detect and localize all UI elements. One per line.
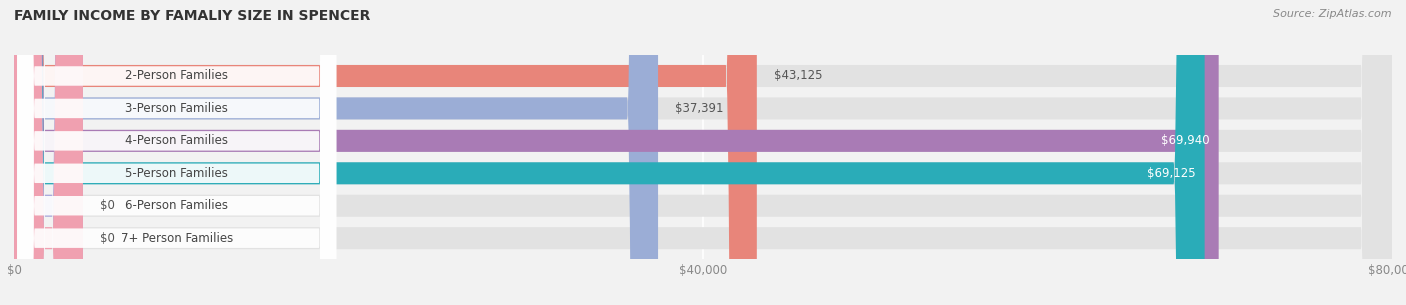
FancyBboxPatch shape xyxy=(14,0,1392,305)
FancyBboxPatch shape xyxy=(14,0,83,305)
Text: 6-Person Families: 6-Person Families xyxy=(125,199,228,212)
Text: 4-Person Families: 4-Person Families xyxy=(125,135,228,147)
FancyBboxPatch shape xyxy=(17,0,336,305)
Text: 5-Person Families: 5-Person Families xyxy=(125,167,228,180)
FancyBboxPatch shape xyxy=(14,0,756,305)
FancyBboxPatch shape xyxy=(14,0,1219,305)
Text: 3-Person Families: 3-Person Families xyxy=(125,102,228,115)
FancyBboxPatch shape xyxy=(14,0,83,305)
FancyBboxPatch shape xyxy=(14,0,1392,305)
FancyBboxPatch shape xyxy=(17,0,336,305)
FancyBboxPatch shape xyxy=(17,0,336,305)
Text: $69,940: $69,940 xyxy=(1161,135,1211,147)
FancyBboxPatch shape xyxy=(14,0,1392,305)
FancyBboxPatch shape xyxy=(14,0,1392,305)
FancyBboxPatch shape xyxy=(17,0,336,305)
Text: FAMILY INCOME BY FAMALIY SIZE IN SPENCER: FAMILY INCOME BY FAMALIY SIZE IN SPENCER xyxy=(14,9,370,23)
Text: $0: $0 xyxy=(100,232,115,245)
Text: $0: $0 xyxy=(100,199,115,212)
Text: 7+ Person Families: 7+ Person Families xyxy=(121,232,233,245)
FancyBboxPatch shape xyxy=(17,0,336,305)
Text: $43,125: $43,125 xyxy=(775,70,823,82)
Text: Source: ZipAtlas.com: Source: ZipAtlas.com xyxy=(1274,9,1392,19)
FancyBboxPatch shape xyxy=(14,0,658,305)
FancyBboxPatch shape xyxy=(14,0,1392,305)
Text: 2-Person Families: 2-Person Families xyxy=(125,70,228,82)
FancyBboxPatch shape xyxy=(14,0,1392,305)
FancyBboxPatch shape xyxy=(14,0,1205,305)
Text: $69,125: $69,125 xyxy=(1147,167,1197,180)
Text: $37,391: $37,391 xyxy=(675,102,724,115)
FancyBboxPatch shape xyxy=(17,0,336,305)
